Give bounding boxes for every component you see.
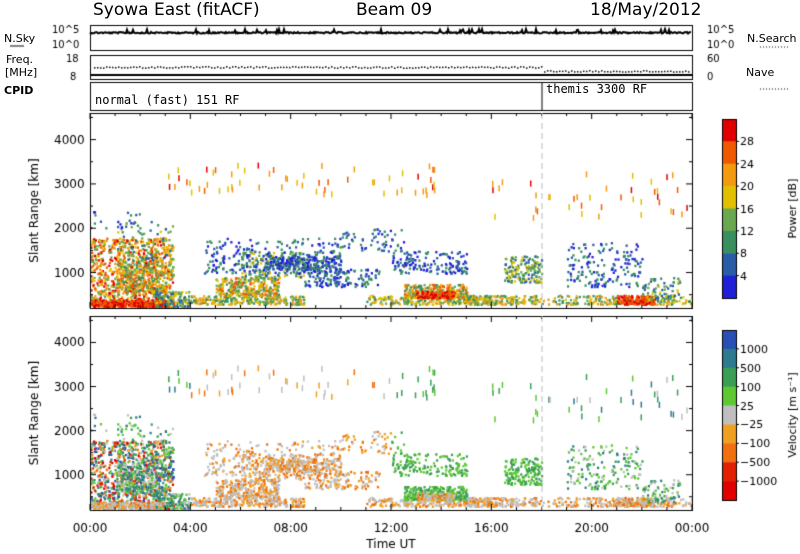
- beam-title: Beam 09: [356, 0, 433, 20]
- station-title: Syowa East (fitACF): [93, 0, 260, 20]
- cpid-mode-normal: normal (fast) 151 RF: [95, 93, 240, 107]
- freq-label-1: Freq.: [6, 53, 34, 66]
- nsearch-label: N.Search: [747, 32, 797, 45]
- cpid-mode-themis: themis 3300 RF: [546, 82, 648, 96]
- cpid-label: CPID: [4, 84, 34, 97]
- date-title: 18/May/2012: [590, 0, 702, 20]
- nave-label: Nave: [746, 66, 775, 79]
- nsky-label: N.Sky: [4, 32, 36, 45]
- freq-label-2: [MHz]: [5, 66, 38, 79]
